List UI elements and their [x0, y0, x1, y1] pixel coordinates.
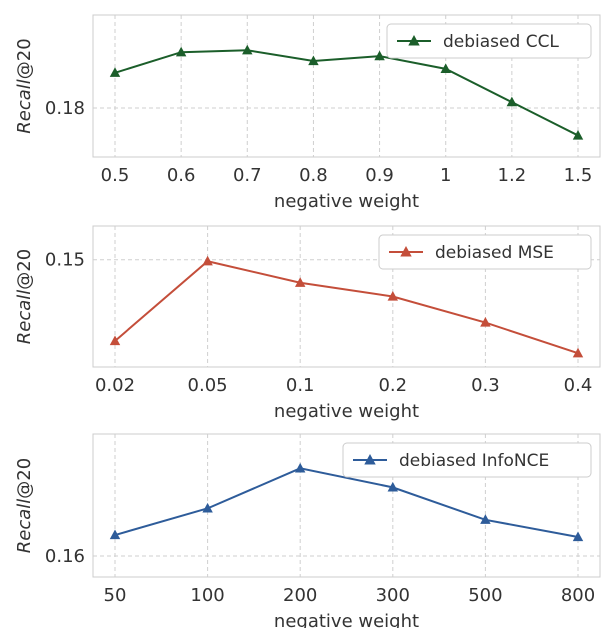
data-point: [572, 531, 584, 542]
data-point: [572, 347, 584, 358]
legend-label: debiased MSE: [435, 243, 554, 263]
data-point: [175, 46, 187, 57]
data-point: [242, 44, 253, 55]
x-tick-label: 0.4: [564, 375, 593, 396]
legend: [342, 442, 592, 478]
y-axis-label: Recall@20: [14, 38, 35, 133]
data-point: [109, 67, 121, 77]
legend: [378, 234, 592, 270]
x-tick-label: 200: [283, 585, 317, 606]
y-axis-label: Recall@20: [14, 458, 35, 553]
x-tick-label: 0.9: [365, 165, 394, 186]
y-axis-label: Recall@20: [14, 249, 35, 344]
x-tick-label: 1: [440, 165, 451, 186]
legend-marker: [364, 454, 376, 465]
x-tick-label: 50: [104, 585, 127, 606]
series-line: [114, 260, 579, 355]
data-point: [294, 277, 306, 287]
x-tick-label: 0.05: [188, 375, 228, 396]
x-tick-label: 1.2: [498, 165, 527, 186]
legend-label: debiased InfoNCE: [399, 451, 549, 471]
chart-panel-3: 50 100 200 300 500 800 0.16 negative weight Reca…: [14, 433, 601, 628]
x-tick-label: 0.7: [233, 165, 262, 186]
x-tick-label: 300: [376, 585, 410, 606]
data-point: [294, 462, 306, 473]
x-tick-label: 500: [468, 585, 502, 606]
x-axis-label: negative weight: [274, 611, 419, 628]
data-point: [480, 514, 491, 524]
y-tick-label: 0.16: [45, 546, 85, 567]
data-point: [572, 129, 584, 140]
series-line: [114, 467, 579, 538]
data-point: [308, 55, 319, 66]
x-axis-label: negative weight: [274, 191, 419, 212]
x-tick-label: 0.2: [378, 375, 407, 396]
chart-panel-2: 0.02 0.05 0.1 0.2 0.3 0.4 0.15 negative weight R…: [14, 225, 601, 422]
legend: [386, 23, 592, 59]
x-tick-label: 0.02: [95, 375, 135, 396]
x-tick-label: 0.8: [299, 165, 328, 186]
x-tick-label: 0.1: [286, 375, 315, 396]
legend-marker: [400, 246, 412, 257]
x-tick-label: 0.5: [101, 165, 130, 186]
y-tick-label: 0.15: [45, 250, 85, 271]
data-point: [480, 317, 491, 327]
series-line: [114, 49, 579, 137]
data-point: [109, 529, 121, 540]
data-point: [387, 291, 399, 301]
x-tick-label: 1.5: [564, 165, 593, 186]
data-point: [387, 481, 399, 492]
data-point: [374, 50, 385, 61]
data-point: [506, 96, 518, 107]
legend-label: debiased CCL: [443, 32, 559, 52]
data-point: [440, 63, 451, 73]
data-point: [109, 335, 121, 346]
x-tick-label: 0.3: [471, 375, 500, 396]
legend-marker: [408, 35, 420, 46]
x-tick-label: 800: [561, 585, 595, 606]
x-tick-label: 100: [190, 585, 224, 606]
data-point: [202, 502, 213, 513]
chart-panel-1: 0.5 0.6 0.7 0.8 0.9 1 1.2 1.5 0.18 negative weigh…: [14, 14, 601, 212]
y-tick-label: 0.18: [45, 98, 85, 119]
x-axis-label: negative weight: [274, 401, 419, 422]
data-point: [202, 255, 213, 266]
x-tick-label: 0.6: [167, 165, 196, 186]
